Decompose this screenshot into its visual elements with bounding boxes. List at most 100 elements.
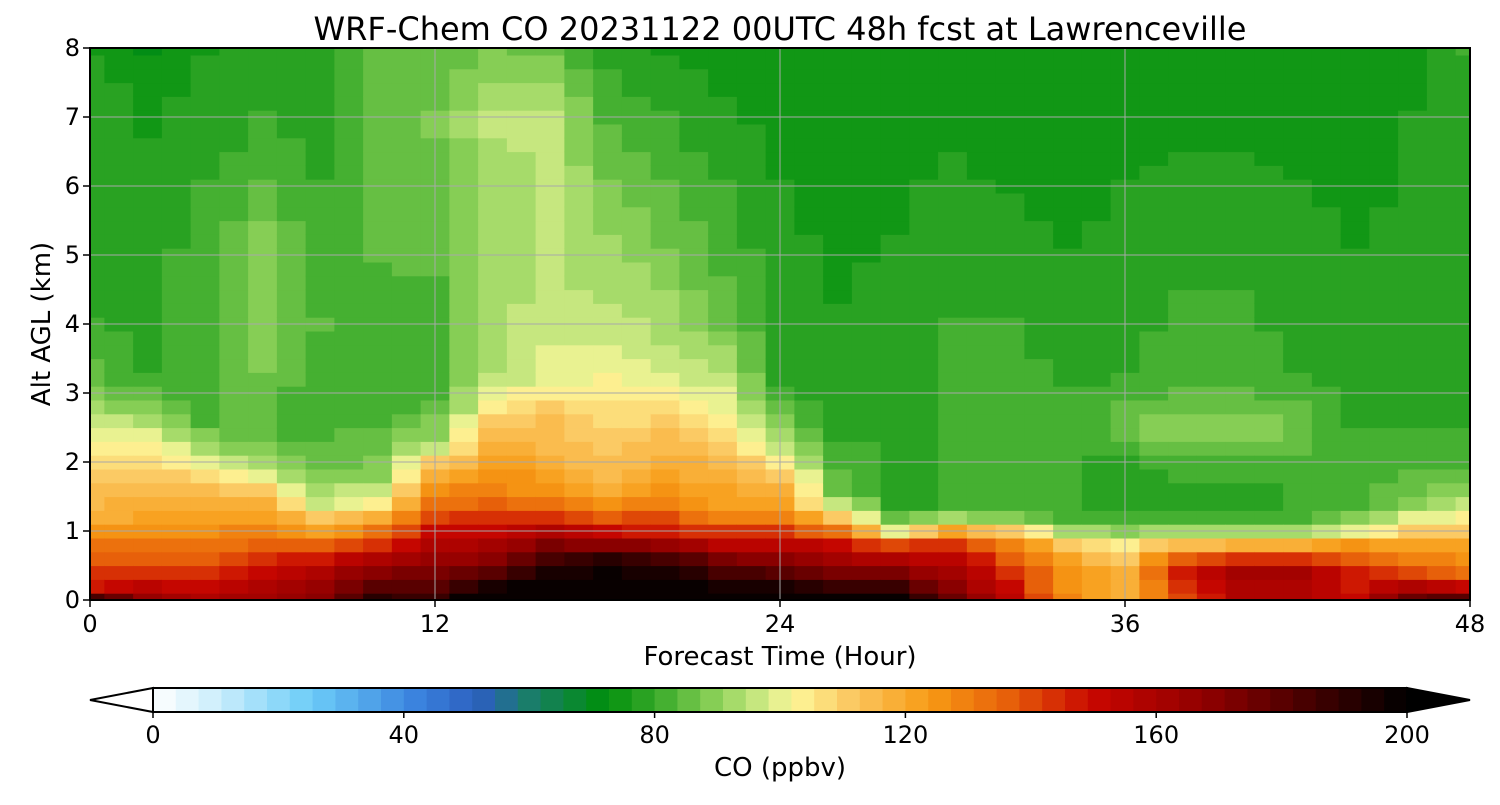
heatmap-cell — [1456, 372, 1471, 386]
heatmap-cell — [162, 538, 191, 552]
heatmap-cell — [1283, 331, 1312, 345]
heatmap-cell — [794, 69, 823, 83]
heatmap-cell — [1082, 579, 1111, 593]
heatmap-cell — [1427, 55, 1456, 69]
colorbar-cell — [883, 688, 906, 712]
heatmap-cell — [622, 566, 651, 580]
heatmap-cell — [967, 48, 996, 56]
heatmap-cell — [90, 303, 105, 317]
heatmap-cell — [90, 400, 105, 414]
heatmap-cell — [449, 400, 478, 414]
heatmap-cell — [507, 414, 536, 428]
heatmap-cell — [1341, 372, 1370, 386]
heatmap-cell — [1053, 510, 1082, 524]
heatmap-cell — [909, 359, 938, 373]
heatmap-cell — [708, 276, 737, 290]
heatmap-cell — [996, 124, 1025, 138]
heatmap-cell — [306, 414, 335, 428]
heatmap-cell — [1427, 566, 1456, 580]
heatmap-cell — [90, 414, 105, 428]
heatmap-cell — [938, 566, 967, 580]
heatmap-cell — [449, 234, 478, 248]
heatmap-cell — [708, 152, 737, 166]
heatmap-cell — [306, 276, 335, 290]
heatmap-cell — [219, 469, 248, 483]
heatmap-cell — [1312, 414, 1341, 428]
heatmap-cell — [392, 331, 421, 345]
heatmap-cell — [306, 441, 335, 455]
heatmap-cell — [162, 124, 191, 138]
heatmap-cell — [564, 441, 593, 455]
heatmap-cell — [1341, 234, 1370, 248]
heatmap-cell — [133, 372, 162, 386]
heatmap-cell — [1139, 138, 1168, 152]
heatmap-cell — [1053, 538, 1082, 552]
heatmap-cell — [794, 552, 823, 566]
heatmap-cell — [507, 55, 536, 69]
heatmap-cell — [449, 303, 478, 317]
heatmap-cell — [967, 221, 996, 235]
heatmap-cell — [478, 372, 507, 386]
heatmap-cell — [507, 48, 536, 56]
heatmap-cell — [1197, 262, 1226, 276]
heatmap-cell — [133, 497, 162, 511]
colorbar-cell — [404, 688, 427, 712]
heatmap-cell — [191, 400, 220, 414]
heatmap-cell — [967, 441, 996, 455]
heatmap-cell — [1369, 69, 1398, 83]
heatmap-cell — [1139, 234, 1168, 248]
heatmap-cell — [651, 510, 680, 524]
heatmap-cell — [737, 566, 766, 580]
heatmap-cell — [1283, 69, 1312, 83]
heatmap-cell — [593, 566, 622, 580]
heatmap-cell — [708, 552, 737, 566]
heatmap-cell — [1254, 400, 1283, 414]
heatmap-cell — [1254, 428, 1283, 442]
heatmap-cell — [1197, 138, 1226, 152]
heatmap-cell — [449, 552, 478, 566]
heatmap-cell — [1024, 331, 1053, 345]
heatmap-cell — [162, 372, 191, 386]
heatmap-cell — [277, 579, 306, 593]
heatmap-cell — [737, 483, 766, 497]
heatmap-cell — [1168, 579, 1197, 593]
heatmap-cell — [909, 345, 938, 359]
heatmap-cell — [133, 193, 162, 207]
heatmap-cell — [938, 290, 967, 304]
heatmap-cell — [593, 290, 622, 304]
heatmap-cell — [277, 152, 306, 166]
heatmap-cell — [334, 400, 363, 414]
heatmap-cell — [1197, 345, 1226, 359]
heatmap-cell — [909, 331, 938, 345]
heatmap-cell — [1082, 497, 1111, 511]
heatmap-cell — [1254, 483, 1283, 497]
heatmap-cell — [1053, 193, 1082, 207]
heatmap-cell — [1456, 510, 1471, 524]
heatmap-cell — [679, 441, 708, 455]
heatmap-cell — [392, 414, 421, 428]
heatmap-cell — [794, 124, 823, 138]
heatmap-cell — [449, 48, 478, 56]
heatmap-cell — [823, 262, 852, 276]
colorbar: 0 40 80 120 160 200 CO (ppbv) — [90, 688, 1470, 783]
heatmap-cell — [449, 276, 478, 290]
heatmap-cell — [622, 483, 651, 497]
heatmap-cell — [1082, 290, 1111, 304]
heatmap-cell — [1139, 207, 1168, 221]
heatmap-cell — [737, 221, 766, 235]
heatmap-cell — [306, 152, 335, 166]
heatmap-cell — [651, 372, 680, 386]
heatmap-cell — [306, 193, 335, 207]
heatmap-cell — [1168, 124, 1197, 138]
heatmap-cell — [622, 124, 651, 138]
heatmap-cell — [737, 428, 766, 442]
heatmap-cell — [133, 510, 162, 524]
heatmap-cell — [334, 566, 363, 580]
heatmap-cell — [90, 55, 105, 69]
heatmap-cell — [881, 165, 910, 179]
heatmap-cell — [881, 579, 910, 593]
heatmap-cell — [1139, 483, 1168, 497]
heatmap-cell — [248, 372, 277, 386]
heatmap-cell — [852, 372, 881, 386]
heatmap-cell — [1082, 96, 1111, 110]
